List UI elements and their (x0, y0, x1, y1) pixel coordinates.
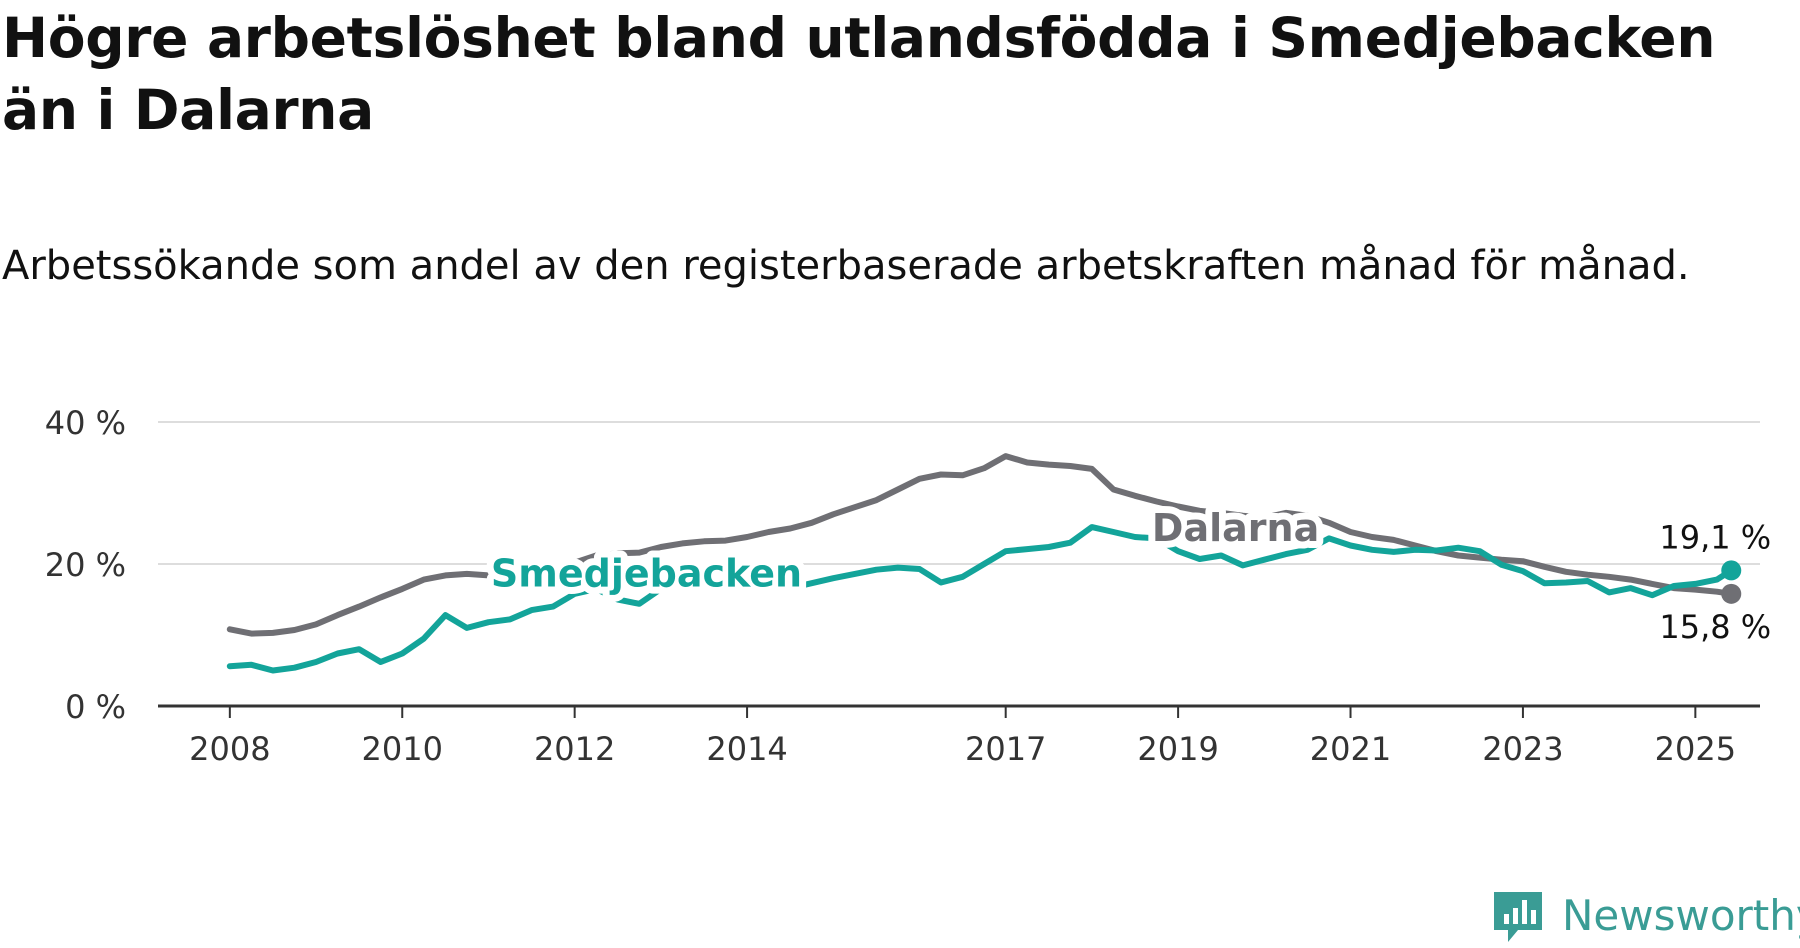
x-tick-label: 2008 (189, 730, 270, 768)
series-line-smedjebacken (226, 524, 1735, 674)
series-layer (226, 453, 1742, 674)
series-label-smedjebacken: Smedjebacken (491, 552, 802, 596)
newsworthy-logo: Newsworthy (1490, 888, 1800, 944)
axis-layer: 0 % 20 % 40 % 2008 2010 2012 2014 2017 2019 2021 2… (45, 404, 1760, 768)
x-tick-label: 2012 (534, 730, 615, 768)
line-chart: 0 % 20 % 40 % 2008 2010 2012 2014 2017 2019 2021 2… (45, 404, 1778, 768)
series-label-smedjebacken-halo: Smedjebacken (491, 552, 802, 596)
x-tick-label: 2021 (1310, 730, 1391, 768)
x-tick-label: 2014 (706, 730, 787, 768)
chart-subtitle: Arbetssökande som andel av den registerb… (2, 243, 1690, 289)
y-tick-label: 40 % (45, 404, 126, 442)
end-label-dalarna-halo: 15,8 % (1659, 608, 1771, 646)
x-tick-label: 2010 (362, 730, 443, 768)
chart-title: Högre arbetslöshet bland utlandsfödda i … (2, 6, 1716, 142)
end-label-smedjebacken-halo: 19,1 % (1659, 518, 1771, 556)
x-tick-label: 2019 (1137, 730, 1218, 768)
x-tick-label: 2023 (1482, 730, 1563, 768)
series-line-dalarna (226, 453, 1735, 637)
end-label-smedjebacken: 19,1 % (1659, 518, 1771, 556)
y-tick-label: 0 % (65, 688, 126, 726)
series-label-dalarna-halo: Dalarna (1152, 506, 1319, 550)
y-tick-label: 20 % (45, 546, 126, 584)
end-point-smedjebacken (1721, 560, 1742, 581)
x-tick-label: 2017 (965, 730, 1046, 768)
brand-name: Newsworthy (1562, 891, 1800, 940)
x-tick-label: 2025 (1655, 730, 1736, 768)
end-point-dalarna (1721, 583, 1742, 604)
grid-layer (158, 421, 1760, 565)
end-label-dalarna: 15,8 % (1659, 608, 1771, 646)
newsworthy-logo-icon (1494, 892, 1542, 942)
series-label-dalarna: Dalarna (1152, 506, 1319, 550)
